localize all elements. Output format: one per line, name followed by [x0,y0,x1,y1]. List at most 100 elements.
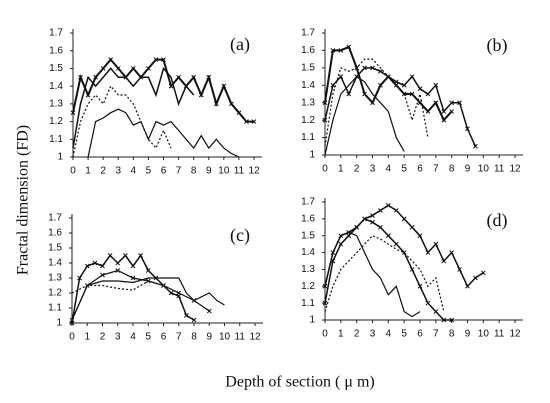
y-tick-label: 1.3 [301,264,315,275]
data-point [441,258,447,264]
x-tick-label: 1 [338,329,344,340]
data-point [229,101,234,107]
panel-label: (c) [230,225,250,246]
data-point [100,272,105,278]
data-point [100,263,105,269]
y-tick-label: 1.4 [49,81,63,92]
x-tick-label: 4 [386,329,392,340]
data-point [236,110,242,116]
x-tick-label: 2 [354,329,360,340]
data-point [244,119,249,124]
data-point [362,65,367,71]
x-tick-label: 11 [234,166,245,177]
x-tick-label: 9 [465,329,471,340]
data-point [92,260,98,266]
data-point [362,216,367,222]
y-tick-label: 1.7 [49,28,63,39]
y-tick-label: 1.7 [48,213,62,224]
data-point [385,203,391,208]
data-point [425,109,431,114]
data-line [72,66,195,149]
data-point [393,241,399,247]
y-tick-label: 1.7 [301,28,315,39]
data-point [78,74,83,80]
y-tick-label: 1.3 [49,98,63,109]
data-point [153,57,159,62]
data-point [176,74,181,80]
y-tick-label: 1.1 [301,132,315,143]
y-tick-label: 1.1 [301,298,315,309]
data-point [346,44,352,50]
data-line [324,58,429,147]
x-tick-label: 2 [354,164,360,175]
data-point [108,57,114,62]
x-tick-label: 6 [161,332,167,343]
data-point [378,224,383,230]
y-tick-label: 1.3 [48,273,62,284]
panel-label: (b) [487,35,508,56]
data-point [206,74,212,80]
data-point [457,267,462,272]
data-point [123,253,128,258]
x-tick-label: 9 [465,164,471,175]
y-tick-label: 1.1 [49,134,63,145]
x-tick-label: 6 [417,164,423,175]
x-tick-label: 12 [249,332,261,343]
data-point [417,283,423,289]
x-tick-label: 10 [478,164,490,175]
x-tick-label: 0 [69,332,75,343]
data-point [213,101,219,107]
y-tick-label: 1.7 [301,197,315,208]
data-point [70,110,76,116]
y-tick-label: 1.6 [301,45,315,56]
data-point [370,219,375,225]
data-point [433,100,439,106]
data-line [324,75,405,156]
x-tick-label: 4 [131,166,137,177]
data-point [191,317,197,323]
x-tick-label: 9 [206,166,212,177]
data-point [322,100,328,106]
x-axis-label: Depth of section ( μ m) [225,374,374,391]
data-line [71,269,210,321]
data-point [346,91,352,97]
data-point [354,224,360,230]
y-tick-label: 1.2 [301,115,315,126]
x-tick-label: 3 [370,329,376,340]
data-point [370,213,375,218]
x-tick-label: 1 [338,164,344,175]
data-point [138,253,143,258]
x-tick-label: 9 [206,332,212,343]
x-tick-label: 7 [176,332,182,343]
data-point [425,300,431,306]
y-tick-label: 1.4 [48,258,62,269]
y-tick-label: 1.4 [301,80,315,91]
panel-label: (a) [230,34,250,55]
data-point [409,267,415,272]
data-point [378,208,383,213]
data-point [84,283,90,288]
data-point [198,92,204,98]
x-tick-label: 10 [478,329,490,340]
y-axis-label: Fractal dimension (FD) [15,125,32,275]
data-point [338,48,344,53]
y-tick-label: 1.2 [301,281,315,292]
x-tick-label: 8 [449,329,455,340]
y-tick-label: 1.5 [301,62,315,73]
data-point [168,290,174,296]
data-point [433,309,439,314]
x-tick-label: 3 [370,164,376,175]
x-tick-label: 6 [417,329,423,340]
y-tick-label: 1 [309,150,315,161]
data-point [370,100,375,106]
y-tick-label: 1 [309,315,315,326]
data-point [425,91,431,97]
data-point [161,57,166,62]
y-tick-label: 1.4 [301,247,315,258]
data-point [130,263,136,269]
data-point [176,290,182,296]
x-tick-label: 0 [322,164,328,175]
data-point [449,250,455,255]
y-tick-label: 1.6 [48,228,62,239]
